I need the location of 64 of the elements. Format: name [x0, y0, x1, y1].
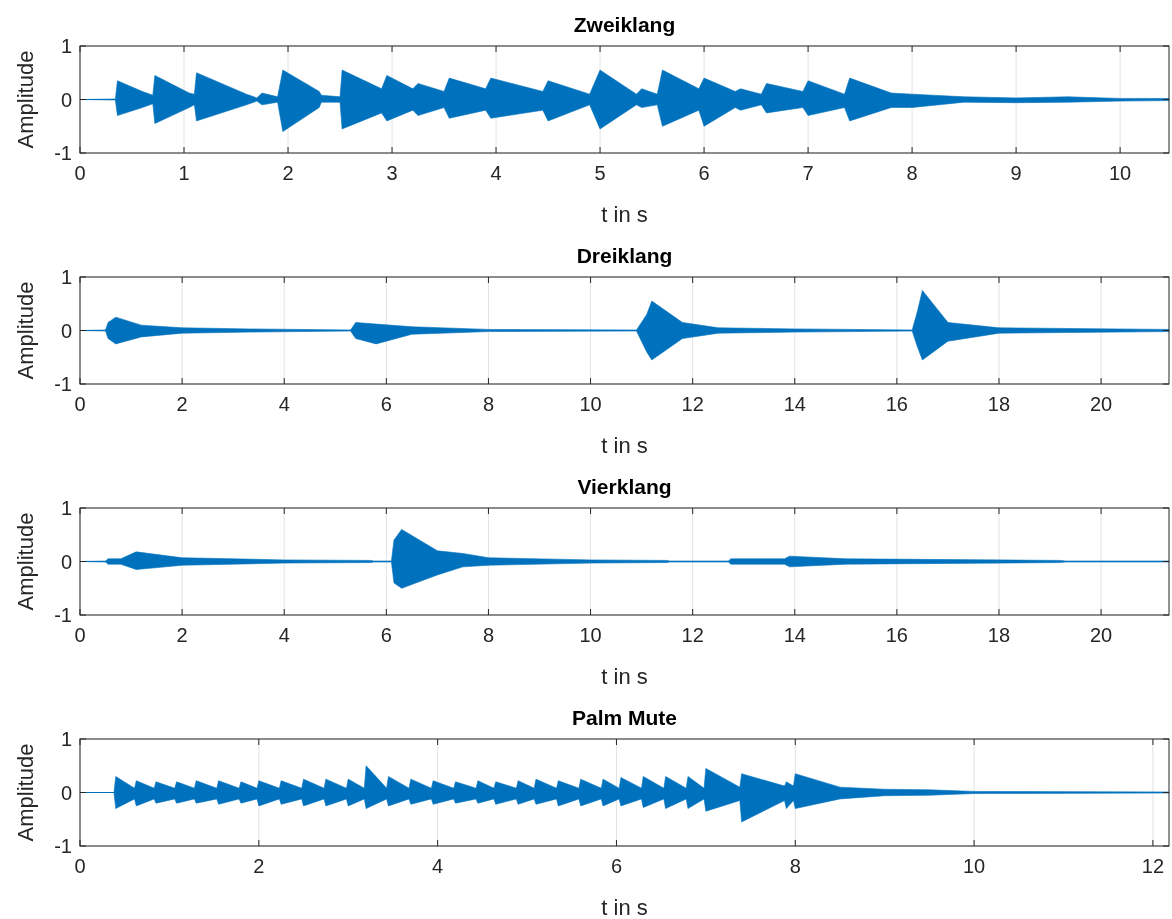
x-tick-label: 18 — [987, 624, 1011, 646]
x-tick-label: 20 — [1089, 393, 1113, 415]
x-tick-label: 9 — [1010, 162, 1022, 184]
x-tick-label: 5 — [594, 162, 606, 184]
x-tick-label: 20 — [1089, 624, 1113, 646]
y-tick-label: 0 — [60, 550, 72, 573]
x-tick-label: 2 — [176, 624, 188, 646]
x-tick-label: 8 — [482, 624, 494, 646]
x-tick-label: 6 — [698, 162, 710, 184]
y-tick-label: -1 — [54, 373, 72, 395]
x-tick-label: 4 — [278, 624, 290, 646]
x-tick-label: 10 — [579, 624, 602, 646]
y-tick-label: 1 — [60, 266, 72, 288]
x-tick-label: 7 — [802, 162, 814, 184]
y-axis-title: Amplitude — [13, 281, 38, 380]
x-axis-title: t in s — [601, 664, 648, 689]
x-tick-label: 12 — [681, 393, 704, 415]
x-axis-title: t in s — [601, 433, 648, 458]
x-tick-label: 2 — [282, 162, 294, 184]
x-tick-label: 0 — [74, 624, 86, 646]
chart-title: Vierklang — [577, 475, 672, 498]
x-tick-label: 10 — [962, 855, 986, 877]
x-tick-label: 8 — [482, 393, 494, 415]
x-tick-label: 8 — [789, 855, 801, 877]
x-axis-title: t in s — [601, 895, 648, 919]
x-tick-label: 6 — [610, 855, 623, 877]
x-tick-label: 6 — [380, 624, 392, 646]
x-tick-label: 18 — [987, 393, 1011, 415]
x-tick-label: 14 — [783, 393, 806, 415]
x-tick-label: 3 — [386, 162, 398, 184]
chart-title: Zweiklang — [573, 13, 676, 36]
x-tick-label: 4 — [278, 393, 290, 415]
y-tick-label: -1 — [54, 604, 72, 626]
x-tick-label: 4 — [432, 855, 444, 877]
y-tick-label: -1 — [54, 835, 72, 857]
y-tick-label: -1 — [54, 142, 72, 164]
x-tick-label: 12 — [681, 624, 704, 646]
y-tick-label: 0 — [60, 319, 72, 342]
x-tick-label: 10 — [1108, 162, 1132, 184]
y-axis-title: Amplitude — [13, 743, 38, 842]
x-tick-label: 0 — [74, 855, 86, 877]
x-tick-label: 12 — [1141, 855, 1165, 877]
x-tick-label: 0 — [74, 162, 86, 184]
x-tick-label: 16 — [885, 393, 908, 415]
x-tick-label: 10 — [579, 393, 602, 415]
y-tick-label: 0 — [60, 88, 72, 111]
x-tick-label: 16 — [885, 624, 908, 646]
x-tick-label: 4 — [490, 162, 502, 184]
x-tick-label: 2 — [176, 393, 188, 415]
x-tick-label: 1 — [178, 162, 190, 184]
x-tick-label: 0 — [74, 393, 86, 415]
x-tick-label: 8 — [906, 162, 918, 184]
y-axis-title: Amplitude — [13, 512, 38, 611]
x-axis-title: t in s — [601, 202, 648, 227]
y-tick-label: 1 — [60, 35, 72, 57]
x-tick-label: 6 — [380, 393, 392, 415]
y-tick-label: 1 — [60, 728, 72, 750]
y-axis-title: Amplitude — [13, 50, 38, 149]
x-tick-label: 14 — [783, 624, 806, 646]
chart-title: Dreiklang — [576, 244, 673, 267]
y-tick-label: 1 — [60, 497, 72, 519]
y-tick-label: 0 — [60, 781, 72, 804]
chart-title: Palm Mute — [571, 706, 678, 729]
x-tick-label: 2 — [253, 855, 265, 877]
